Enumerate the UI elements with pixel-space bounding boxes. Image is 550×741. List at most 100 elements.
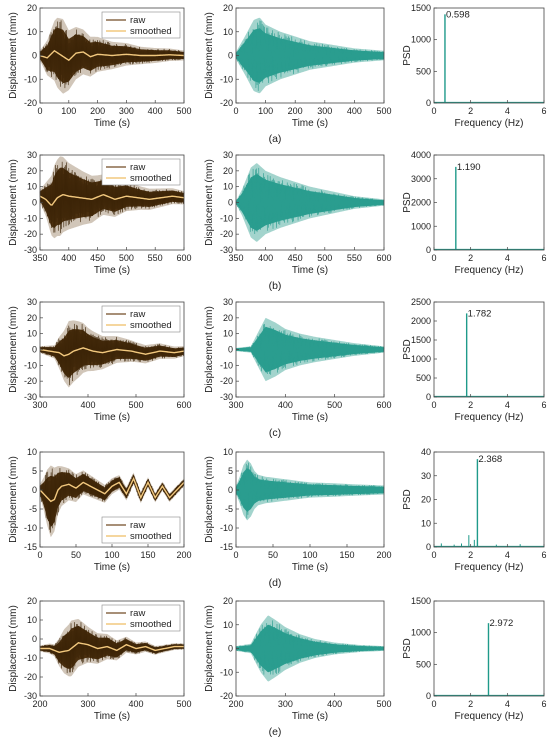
- x-tick-label: 50: [268, 550, 278, 560]
- psd-panel: 1.782 0 2 4 6 0 500 1000 1500 2000 2500 Frequency (…: [402, 297, 547, 423]
- x-tick-label: 6: [541, 106, 546, 116]
- y-tick-label: 20: [223, 3, 233, 13]
- x-tick-label: 500: [128, 400, 143, 410]
- y-tick-label: 1500: [411, 3, 431, 13]
- x-tick-label: 0: [37, 106, 42, 116]
- y-tick-label: -10: [220, 74, 233, 84]
- y-tick-label: -10: [220, 523, 233, 533]
- y-tick-label: -20: [220, 98, 233, 108]
- y-tick-label: -10: [24, 523, 37, 533]
- y-axis-label: PSD: [402, 489, 413, 510]
- axes-frame: [433, 154, 545, 251]
- y-axis-label: Displacement (mm): [204, 456, 215, 543]
- y-axis-label: Displacement (mm): [204, 306, 215, 393]
- x-tick-label: 400: [278, 400, 293, 410]
- x-axis-label: Time (s): [292, 562, 328, 573]
- y-tick-label: 0: [426, 392, 431, 402]
- y-tick-label: -20: [24, 672, 37, 682]
- x-axis-label: Time (s): [94, 711, 130, 722]
- y-tick-label: 10: [223, 182, 233, 192]
- x-tick-label: 450: [90, 253, 105, 263]
- psd-peak-label: 2.368: [478, 454, 502, 465]
- y-tick-label: -5: [29, 504, 37, 514]
- y-axis-label: Displacement (mm): [8, 12, 19, 99]
- x-tick-label: 400: [258, 253, 273, 263]
- y-tick-label: -5: [225, 504, 233, 514]
- x-tick-label: 350: [32, 253, 47, 263]
- legend-label-smoothed: smoothed: [130, 619, 172, 630]
- y-tick-label: 2500: [411, 297, 431, 307]
- x-tick-label: 6: [541, 253, 546, 263]
- legend-label-smoothed: smoothed: [130, 320, 172, 331]
- x-tick-label: 600: [176, 400, 191, 410]
- x-tick-label: 200: [228, 699, 243, 709]
- filtered-panel: 200 300 400 500 -20 -10 0 10 20 Time (s) Displacem…: [204, 596, 392, 722]
- y-tick-label: 0: [32, 634, 37, 644]
- x-tick-label: 4: [505, 253, 510, 263]
- x-tick-label: 2: [468, 400, 473, 410]
- raw-panel: 0 50 100 150 200 -15 -10 -5 0 5 10 Time (s) Displace…: [8, 447, 192, 573]
- y-tick-label: 30: [27, 297, 37, 307]
- x-tick-label: 600: [376, 253, 391, 263]
- psd-peak-label: 1.782: [468, 308, 492, 319]
- x-tick-label: 2: [468, 699, 473, 709]
- panel-caption: (e): [269, 726, 282, 738]
- x-tick-label: 200: [288, 106, 303, 116]
- panel-caption: (b): [269, 280, 282, 292]
- x-axis-label: Time (s): [292, 412, 328, 423]
- x-axis-label: Time (s): [94, 562, 130, 573]
- x-tick-label: 600: [376, 400, 391, 410]
- y-axis-label: PSD: [402, 339, 413, 360]
- filtered-series: [235, 167, 385, 234]
- x-tick-label: 300: [119, 106, 134, 116]
- y-tick-label: 1000: [411, 221, 431, 231]
- y-tick-label: -20: [24, 229, 37, 239]
- x-tick-label: 450: [288, 253, 303, 263]
- filtered-panel: 300 400 500 600 -30 -20 -10 0 10 20 30 Time (s) Disp…: [204, 297, 392, 423]
- x-axis-label: Time (s): [94, 412, 130, 423]
- y-tick-label: -15: [220, 542, 233, 552]
- x-tick-label: 500: [176, 106, 191, 116]
- y-tick-label: 500: [416, 659, 431, 669]
- x-tick-label: 500: [317, 253, 332, 263]
- y-tick-label: 1000: [411, 628, 431, 638]
- y-tick-label: 10: [27, 447, 37, 457]
- y-tick-label: -30: [220, 245, 233, 255]
- x-tick-label: 0: [233, 550, 238, 560]
- x-axis-label: Time (s): [94, 118, 130, 129]
- x-tick-label: 300: [32, 400, 47, 410]
- y-tick-label: -10: [220, 360, 233, 370]
- x-tick-label: 200: [176, 550, 191, 560]
- x-tick-label: 550: [148, 253, 163, 263]
- x-axis-label: Frequency (Hz): [455, 412, 524, 423]
- y-tick-label: 4000: [411, 150, 431, 160]
- x-tick-label: 400: [347, 106, 362, 116]
- axes-frame: [433, 600, 545, 697]
- y-tick-label: 30: [421, 471, 431, 481]
- y-tick-label: 20: [223, 313, 233, 323]
- filtered-panel: 0 50 100 150 200 -15 -10 -5 0 5 10 Time (s) Displace…: [204, 447, 392, 573]
- x-tick-label: 0: [431, 400, 436, 410]
- x-tick-label: 400: [80, 400, 95, 410]
- y-tick-label: 5: [228, 466, 233, 476]
- y-tick-label: 20: [27, 166, 37, 176]
- x-tick-label: 2: [468, 106, 473, 116]
- y-tick-label: 30: [27, 150, 37, 160]
- x-tick-label: 0: [431, 106, 436, 116]
- x-tick-label: 300: [278, 699, 293, 709]
- raw-panel: 300 400 500 600 -30 -20 -10 0 10 20 30 Time (s) Disp…: [8, 297, 192, 423]
- x-tick-label: 4: [505, 106, 510, 116]
- y-axis-label: PSD: [402, 45, 413, 66]
- panel-caption: (a): [269, 133, 282, 145]
- x-tick-label: 200: [376, 550, 391, 560]
- x-tick-label: 6: [541, 400, 546, 410]
- y-tick-label: 0: [228, 644, 233, 654]
- y-tick-label: 20: [27, 596, 37, 606]
- y-tick-label: 1500: [411, 335, 431, 345]
